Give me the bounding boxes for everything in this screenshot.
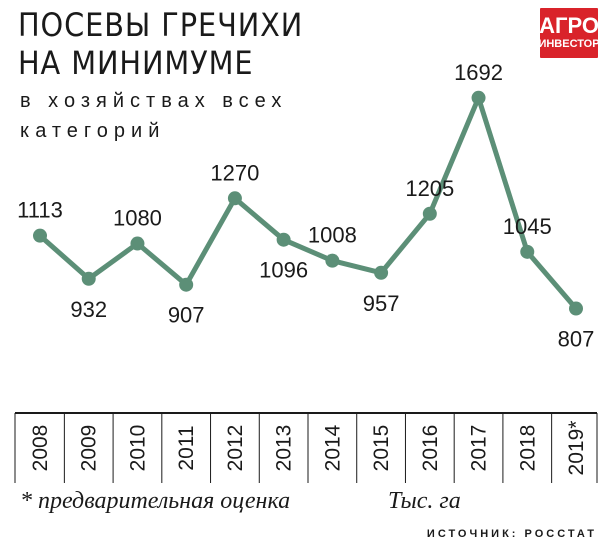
- data-label: 1270: [210, 160, 259, 185]
- data-point: [520, 244, 535, 259]
- data-point: [33, 228, 47, 243]
- data-label: 1008: [308, 223, 357, 248]
- data-label: 932: [70, 297, 107, 322]
- data-point: [179, 277, 194, 292]
- logo-line-2: ИНВЕСТОР: [538, 38, 600, 50]
- x-axis: 2008 2009 2010 2011 2012 2013 2014 2015 2016 2017…: [14, 412, 598, 483]
- footnote: * предварительная оценка: [20, 488, 291, 514]
- x-tick-label: 2011: [175, 425, 198, 470]
- data-point: [325, 253, 340, 268]
- data-label: 957: [363, 291, 400, 316]
- data-point: [227, 191, 242, 206]
- x-tick-label: 2014: [321, 424, 344, 471]
- x-tick-label: 2009: [78, 425, 101, 472]
- data-label: 1096: [259, 258, 308, 283]
- series-line-group: [37, 95, 579, 311]
- agroinvestor-logo: АГРО ИНВЕСТОР: [538, 8, 600, 58]
- data-point: [276, 232, 291, 247]
- x-tick-label: 2015: [370, 425, 393, 472]
- unit-label: Тыс. га: [388, 488, 461, 514]
- data-points: [33, 90, 583, 316]
- chart-subtitle: в хозяйствах всех категорий: [20, 86, 287, 146]
- x-tick-label: 2017: [468, 425, 491, 472]
- chart-subtitle-line-2: категорий: [20, 120, 166, 142]
- data-point: [81, 271, 96, 286]
- source-credit: ИСТОЧНИК: РОССТАТ: [426, 528, 597, 540]
- data-point: [471, 90, 486, 105]
- data-point: [422, 206, 437, 221]
- data-label: 807: [558, 327, 595, 352]
- data-label: 1113: [17, 198, 63, 223]
- x-tick-label: 2012: [224, 425, 247, 472]
- data-label: 1692: [454, 60, 503, 85]
- chart-title: ПОСЕВЫ ГРЕЧИХИ НА МИНИМУМЕ: [18, 6, 303, 82]
- data-label: 1080: [113, 206, 162, 231]
- x-tick-label: 2016: [419, 425, 442, 472]
- data-point: [374, 265, 389, 280]
- chart-title-line-2: НА МИНИМУМЕ: [18, 44, 254, 82]
- data-label: 907: [168, 303, 205, 328]
- data-point: [130, 236, 145, 251]
- x-tick-label: 2018: [516, 425, 539, 472]
- x-tick-label: 2013: [273, 425, 296, 472]
- logo-line-1: АГРО: [539, 13, 599, 38]
- chart-title-line-1: ПОСЕВЫ ГРЕЧИХИ: [18, 6, 304, 44]
- x-tick-label: 2008: [29, 425, 52, 472]
- x-tick-label: 2019*: [565, 421, 588, 476]
- data-point: [569, 301, 583, 316]
- data-label: 1205: [405, 176, 454, 201]
- x-tick-label: 2010: [126, 425, 149, 472]
- series-line: [37, 95, 579, 311]
- chart-subtitle-line-1: в хозяйствах всех: [20, 90, 288, 112]
- data-label: 1045: [503, 214, 552, 239]
